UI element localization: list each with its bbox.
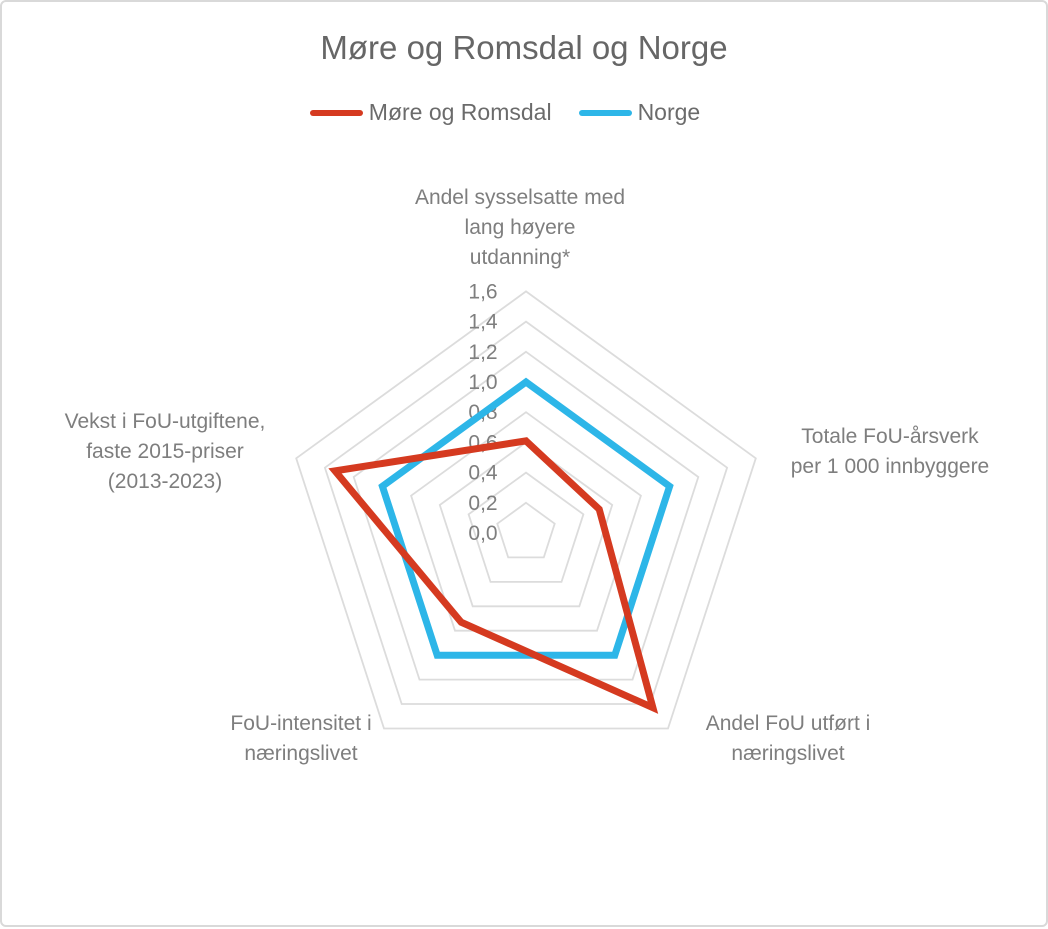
- legend-label-norge: Norge: [637, 99, 701, 125]
- grid-ring: [467, 471, 585, 583]
- axis-label-line: faste 2015-priser: [86, 440, 244, 463]
- axis-label-line: næringslivet: [244, 742, 358, 765]
- axis-label-line: utdanning*: [469, 246, 571, 269]
- chart-title: Møre og Romsdal og Norge: [320, 29, 728, 66]
- series-line-1: [378, 377, 674, 659]
- axis-label-vekst-fou-utgiftene: Vekst i FoU-utgiftene, faste 2015-priser…: [65, 407, 266, 497]
- grid-ring: [438, 441, 614, 608]
- radial-tick-label: 0,2: [468, 492, 497, 515]
- axis-label-line: Andel FoU utført i: [705, 712, 871, 735]
- grid-ring: [496, 501, 556, 559]
- legend-item-more-og-romsdal[interactable]: Møre og Romsdal: [309, 99, 552, 126]
- radial-tick-label: 0,4: [468, 462, 498, 485]
- axis-label-line: per 1 000 innbyggere: [790, 455, 990, 478]
- grid-ring: [323, 320, 729, 705]
- axis-label-totale-fou-arsverk: Totale FoU-årsverk per 1 000 innbyggere: [791, 422, 990, 482]
- legend-item-norge[interactable]: Norge: [578, 99, 701, 126]
- axis-label-line: lang høyere: [464, 216, 576, 239]
- legend: Møre og Romsdal Norge: [0, 99, 1027, 126]
- legend-label-more-og-romsdal: Møre og Romsdal: [368, 99, 552, 125]
- axis-label-line: Vekst i FoU-utgiftene,: [64, 410, 266, 433]
- axis-label-andel-sysselsatte: Andel sysselsatte med lang høyere utdann…: [415, 183, 625, 273]
- grid-ring: [295, 290, 757, 730]
- series-line-0: [328, 437, 659, 714]
- grid-ring: [352, 350, 700, 681]
- axis-label-line: Totale FoU-årsverk: [801, 425, 979, 448]
- radial-tick-label: 0,0: [468, 522, 497, 545]
- radial-tick-label: 1,6: [468, 280, 497, 303]
- radial-tick-label: 1,0: [468, 371, 497, 394]
- axis-label-line: (2013-2023): [107, 470, 223, 493]
- axis-label-line: FoU-intensitet i: [230, 712, 372, 735]
- axis-label-fou-intensitet: FoU-intensitet i næringslivet: [230, 709, 371, 769]
- legend-swatch-norge: [578, 109, 632, 116]
- radial-tick-label: 1,2: [468, 341, 497, 364]
- radial-tick-label: 1,4: [468, 311, 498, 334]
- legend-swatch-more-og-romsdal: [309, 109, 363, 116]
- axis-label-andel-fou-naringslivet: Andel FoU utført i næringslivet: [706, 709, 871, 769]
- axis-label-line: næringslivet: [731, 742, 845, 765]
- grid-ring: [410, 411, 642, 632]
- axis-label-line: Andel sysselsatte med: [414, 186, 626, 209]
